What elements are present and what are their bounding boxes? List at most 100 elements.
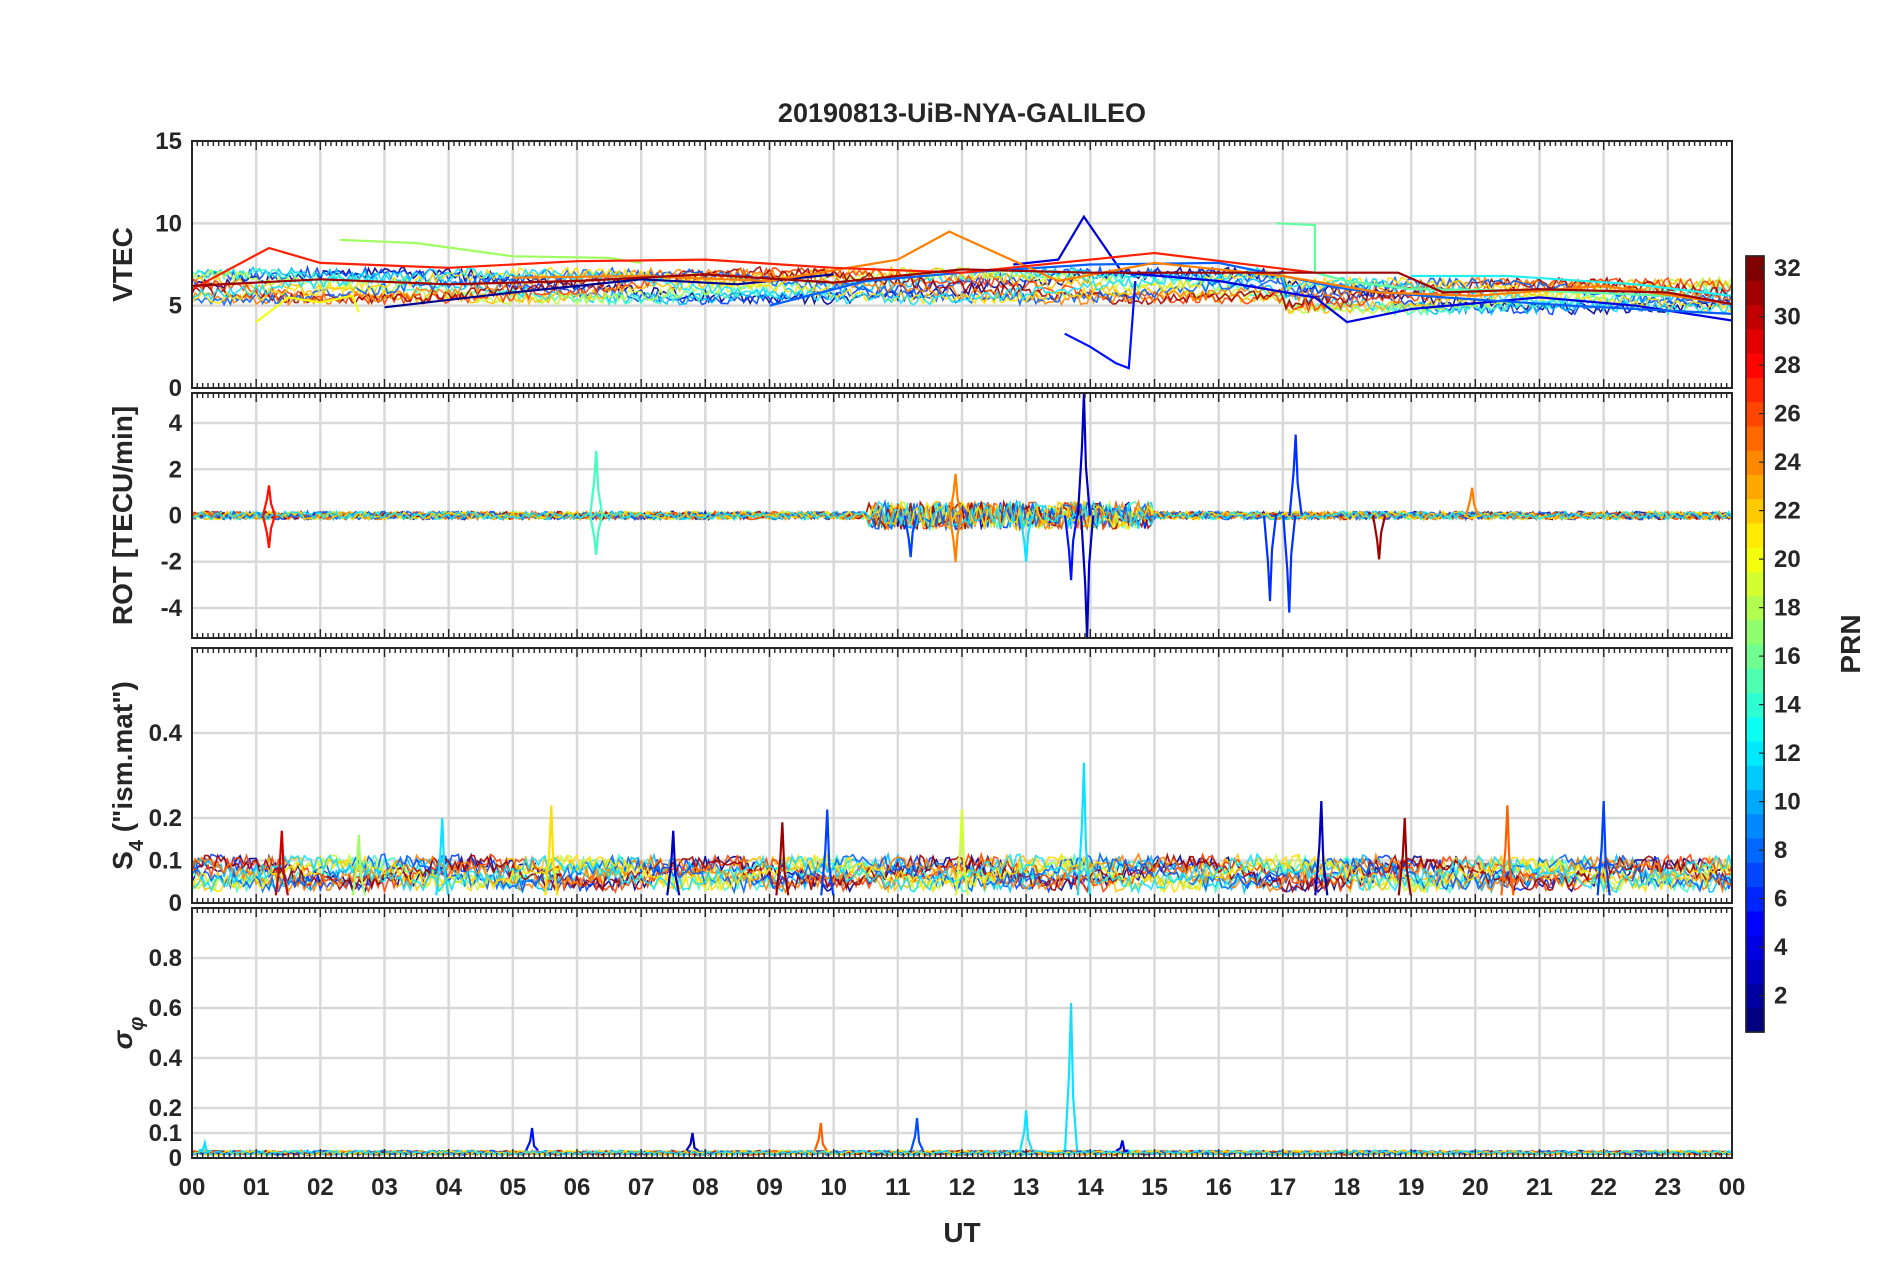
x-tick-label: 08 xyxy=(692,1174,719,1201)
colorbar-segment xyxy=(1746,256,1764,281)
peak-prn-2 xyxy=(1314,800,1329,896)
peak-prn-2 xyxy=(1076,393,1092,516)
colorbar-segment xyxy=(1746,304,1764,330)
colorbar-segment xyxy=(1746,644,1764,669)
colorbar-segment xyxy=(1746,595,1764,621)
satellite-trace xyxy=(192,499,1732,532)
colorbar-segment xyxy=(1746,935,1764,960)
y-tick-label: 0 xyxy=(169,503,182,530)
satellite-trace xyxy=(192,851,1732,895)
x-ticks xyxy=(191,648,1733,903)
y-tick-label: -2 xyxy=(161,549,182,576)
peak-prn-12 xyxy=(1076,762,1092,896)
x-tick-label: 16 xyxy=(1205,1174,1232,1201)
peak-prn-14 xyxy=(589,450,604,516)
figure-title: 20190813-UiB-NYA-GALILEO xyxy=(778,98,1146,128)
x-tick-label: 13 xyxy=(1013,1174,1040,1201)
x-ticks xyxy=(191,908,1733,1158)
colorbar-segment xyxy=(1746,474,1764,500)
colorbar-segment xyxy=(1746,813,1764,839)
colorbar-segment xyxy=(1746,789,1764,815)
peak-prn-3 xyxy=(525,1127,539,1152)
colorbar-segment xyxy=(1746,401,1764,427)
peak-prn-3 xyxy=(1063,515,1079,581)
satellite-trace xyxy=(192,852,1732,894)
colorbar-segment xyxy=(1746,547,1764,572)
x-axis-label: UT xyxy=(943,1217,980,1248)
peak-prn-12 xyxy=(1019,515,1034,562)
data-traces xyxy=(192,762,1732,896)
colorbar-tick-label: 16 xyxy=(1774,643,1801,670)
x-tick-label: 22 xyxy=(1590,1174,1617,1201)
peak-prn-6 xyxy=(1596,800,1611,896)
colorbar-tick-label: 32 xyxy=(1774,255,1801,282)
colorbar-segment xyxy=(1746,716,1764,742)
peak-prn-5 xyxy=(1282,515,1297,613)
data-traces xyxy=(192,393,1732,638)
satellite-trace xyxy=(192,852,1732,895)
colorbar-segment xyxy=(1746,692,1764,718)
x-tick-label: 02 xyxy=(307,1174,334,1201)
colorbar-tick-label: 24 xyxy=(1774,449,1801,476)
y-tick-label: 2 xyxy=(169,456,182,483)
x-tick-label: 15 xyxy=(1141,1174,1168,1201)
y-tick-label: 4 xyxy=(169,410,183,437)
colorbar-tick-label: 18 xyxy=(1774,595,1801,622)
colorbar-tick-label: 28 xyxy=(1774,352,1801,379)
colorbar-segment xyxy=(1746,450,1764,475)
satellite-trace xyxy=(192,266,1732,314)
x-tick-label: 20 xyxy=(1462,1174,1489,1201)
panel-s4: 0 0.1 0.2 0.4S4 ("ism.mat") xyxy=(107,647,1733,917)
x-tick-label: 00 xyxy=(179,1174,206,1201)
y-tick-label: 0.4 xyxy=(149,720,183,747)
x-tick-label: 23 xyxy=(1654,1174,1681,1201)
peak-prn-18 xyxy=(351,834,366,896)
panel-vtec: 0 5 10 15 VTEC xyxy=(107,128,1733,402)
peak-prn-5 xyxy=(1262,515,1278,602)
x-axis-tick-labels: 00 01 02 03 04 05 06 07 08 09 10 11 12 13 14 15 16 17 18 19… xyxy=(179,1174,1746,1201)
peak-prn-19 xyxy=(954,809,970,896)
x-tick-label: 18 xyxy=(1334,1174,1361,1201)
peak-prn-12 xyxy=(198,1138,212,1154)
colorbar-segment xyxy=(1746,571,1764,597)
colorbar-segment xyxy=(1746,425,1764,451)
colorbar-tick-label: 14 xyxy=(1774,692,1801,719)
colorbar-tick-label: 20 xyxy=(1774,546,1801,573)
peak-prn-21 xyxy=(544,805,559,896)
x-tick-label: 05 xyxy=(499,1174,526,1201)
peak-prn-28 xyxy=(261,515,277,549)
series-prn-31 xyxy=(192,268,1732,306)
y-axis-label: ROT [TECU/min] xyxy=(107,406,138,625)
peak-prn-24 xyxy=(1500,805,1515,896)
peak-prn-23 xyxy=(1465,487,1480,516)
peak-prn-7 xyxy=(910,1117,925,1151)
y-tick-label: 0 xyxy=(169,890,182,917)
y-tick-label: 0.8 xyxy=(149,945,182,972)
panel-sigma-phi: 00.10.2 0.4 0.6 0.8 σφ xyxy=(107,907,1733,1172)
x-tick-label: 07 xyxy=(628,1174,655,1201)
y-tick-label: 15 xyxy=(155,128,182,155)
series-prn-8 xyxy=(769,261,1732,315)
colorbar-tick-label: 2 xyxy=(1774,983,1787,1010)
x-tick-label: 12 xyxy=(949,1174,976,1201)
y-axis-label: σφ xyxy=(107,1017,148,1050)
data-traces xyxy=(192,214,1732,370)
colorbar-segment xyxy=(1746,765,1764,791)
series-prn-3 xyxy=(1064,280,1137,370)
colorbar-tick-label: 6 xyxy=(1774,886,1787,913)
peak-prn-2 xyxy=(1080,515,1095,638)
colorbar-segment xyxy=(1746,377,1764,403)
series-prn-13 xyxy=(1411,274,1732,297)
colorbar-label: PRN xyxy=(1835,614,1866,673)
peak-prn-24 xyxy=(813,1122,828,1152)
peak-prn-31 xyxy=(1397,817,1412,896)
y-tick-label: 10 xyxy=(155,210,182,237)
colorbar-tick-label: 30 xyxy=(1774,304,1801,331)
x-tick-label: 06 xyxy=(564,1174,591,1201)
colorbar-tick-label: 4 xyxy=(1774,934,1788,961)
colorbar-segment xyxy=(1746,983,1764,1009)
peak-prn-31 xyxy=(1371,515,1387,560)
x-tick-label: 03 xyxy=(371,1174,398,1201)
colorbar-segment xyxy=(1746,498,1764,524)
